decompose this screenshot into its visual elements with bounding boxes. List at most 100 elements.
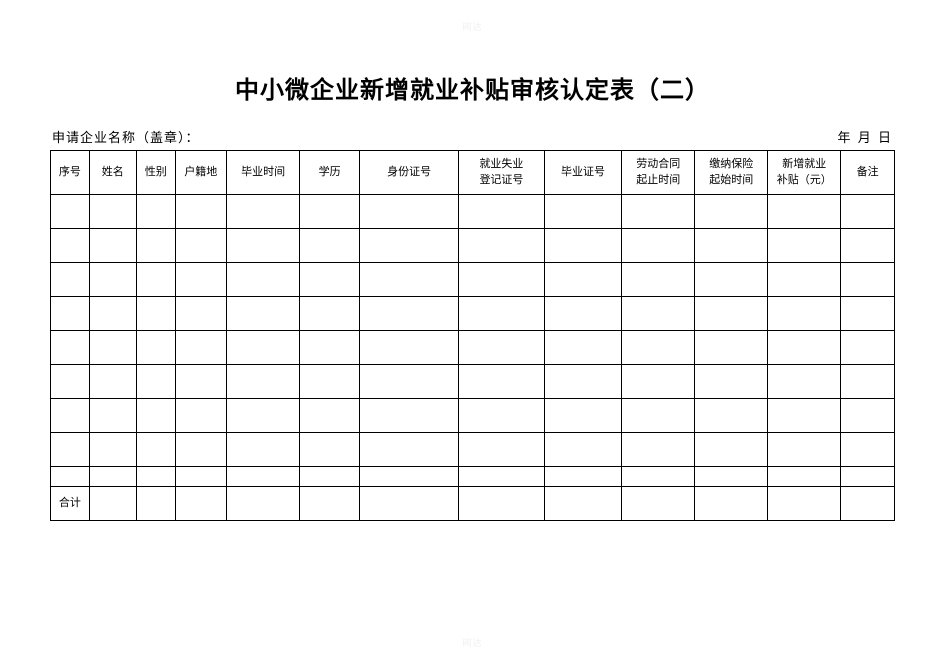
table-cell — [51, 433, 90, 467]
table-cell — [622, 297, 695, 331]
column-header: 备注 — [841, 151, 895, 195]
table-row — [51, 467, 895, 487]
table-cell — [695, 467, 768, 487]
table-cell — [695, 433, 768, 467]
table-cell — [175, 467, 227, 487]
table-cell — [459, 433, 545, 467]
table-cell — [136, 297, 175, 331]
column-header: 毕业证号 — [544, 151, 621, 195]
table-cell — [51, 263, 90, 297]
table-cell — [459, 195, 545, 229]
document-page: 中小微企业新增就业补贴审核认定表（二） 申请企业名称（盖章）： 年 月 日 序号… — [0, 0, 945, 521]
table-cell — [695, 263, 768, 297]
table-cell — [89, 399, 136, 433]
table-cell — [622, 433, 695, 467]
table-cell — [459, 399, 545, 433]
table-cell — [300, 365, 360, 399]
table-cell — [841, 487, 895, 521]
table-cell — [622, 195, 695, 229]
table-cell — [227, 487, 300, 521]
table-cell — [360, 229, 459, 263]
table-cell — [175, 263, 227, 297]
table-cell — [227, 399, 300, 433]
table-row — [51, 297, 895, 331]
table-cell — [695, 195, 768, 229]
table-total-row: 合计 — [51, 487, 895, 521]
table-cell — [544, 263, 621, 297]
table-cell — [544, 433, 621, 467]
table-cell — [768, 297, 841, 331]
table-cell — [459, 331, 545, 365]
table-cell — [51, 195, 90, 229]
table-cell — [360, 195, 459, 229]
table-cell — [768, 229, 841, 263]
table-cell — [300, 433, 360, 467]
table-cell — [175, 331, 227, 365]
table-cell — [136, 467, 175, 487]
table-cell — [695, 297, 768, 331]
table-cell — [841, 263, 895, 297]
table-cell — [227, 195, 300, 229]
table-cell — [360, 331, 459, 365]
table-cell — [227, 263, 300, 297]
table-row — [51, 229, 895, 263]
column-header: 学历 — [300, 151, 360, 195]
table-cell — [841, 229, 895, 263]
table-cell — [841, 365, 895, 399]
table-cell — [544, 195, 621, 229]
table-cell — [841, 399, 895, 433]
table-cell — [227, 297, 300, 331]
table-cell — [360, 399, 459, 433]
table-cell — [136, 399, 175, 433]
table-cell — [300, 331, 360, 365]
table-cell — [622, 487, 695, 521]
table-header-row: 序号姓名性别户籍地毕业时间学历身份证号就业失业登记证号毕业证号劳动合同起止时间缴… — [51, 151, 895, 195]
table-cell — [175, 433, 227, 467]
table-cell — [300, 487, 360, 521]
table-cell — [89, 297, 136, 331]
table-cell — [175, 195, 227, 229]
table-row — [51, 365, 895, 399]
table-cell — [695, 399, 768, 433]
table-cell — [89, 467, 136, 487]
table-cell — [768, 331, 841, 365]
table-cell — [768, 263, 841, 297]
table-cell — [768, 487, 841, 521]
subheader-row: 申请企业名称（盖章）： 年 月 日 — [50, 127, 895, 146]
watermark-bottom: 网达 — [462, 636, 482, 649]
column-header: 劳动合同起止时间 — [622, 151, 695, 195]
table-cell — [227, 331, 300, 365]
table-cell — [459, 263, 545, 297]
column-header: 性别 — [136, 151, 175, 195]
table-cell — [360, 297, 459, 331]
table-cell — [89, 487, 136, 521]
table-cell — [695, 331, 768, 365]
table-cell — [136, 229, 175, 263]
table-cell — [459, 467, 545, 487]
column-header: 序号 — [51, 151, 90, 195]
table-cell — [300, 467, 360, 487]
table-cell — [51, 467, 90, 487]
table-cell — [227, 433, 300, 467]
table-cell — [544, 399, 621, 433]
table-cell — [51, 399, 90, 433]
table-cell — [622, 399, 695, 433]
table-cell — [89, 195, 136, 229]
table-cell — [768, 399, 841, 433]
table-cell — [51, 229, 90, 263]
table-cell — [136, 433, 175, 467]
table-cell — [51, 297, 90, 331]
table-cell — [227, 467, 300, 487]
table-cell — [136, 195, 175, 229]
table-cell — [841, 331, 895, 365]
table-cell — [695, 487, 768, 521]
table-cell — [136, 365, 175, 399]
table-cell — [459, 229, 545, 263]
table-row — [51, 195, 895, 229]
table-row — [51, 399, 895, 433]
table-cell — [544, 229, 621, 263]
table-cell — [300, 195, 360, 229]
table-cell — [175, 297, 227, 331]
table-cell — [227, 365, 300, 399]
table-cell — [544, 297, 621, 331]
